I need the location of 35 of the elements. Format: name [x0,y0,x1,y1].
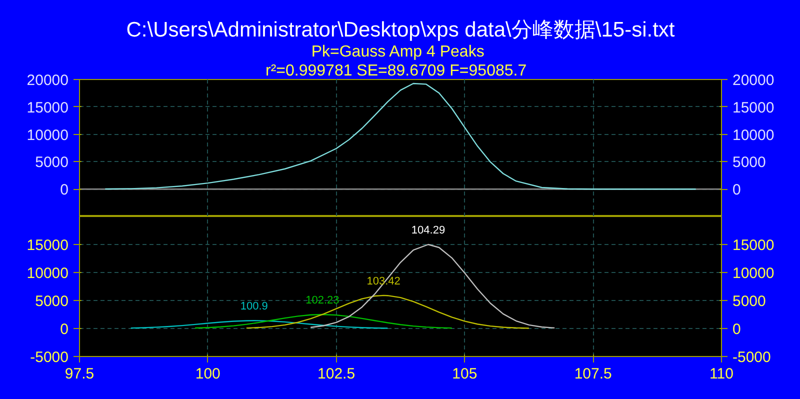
y-tick-label: 5000 [35,293,69,310]
x-tick-label: 110 [710,366,734,382]
annotation: 102.23 [306,294,340,306]
y-tick-label: 0 [60,321,68,338]
y2-tick-label: 15000 [732,99,774,116]
annotation: 100.9 [240,300,268,313]
x-tick-label: 97.5 [64,366,94,382]
y-tick-label: -5000 [30,349,69,366]
x-tick-label: 100 [195,366,220,382]
chart-title: C:\Users\Administrator\Desktop\xps data\分峰数据\15-si.txt [126,18,675,42]
y2-tick-label: 5000 [732,293,766,310]
annotation: 104.29 [411,224,446,236]
y-tick-label: 15000 [26,99,69,116]
y-tick-label: 10000 [26,126,69,144]
line-series [104,82,696,190]
y-tick-label: 0 [60,182,68,199]
y2-tick-label: 0 [732,321,741,338]
y2-tick-label: -5000 [732,349,771,366]
y2-tick-label: 20000 [732,72,774,89]
y2-tick-label: 0 [732,182,741,199]
y-tick-label: 10000 [26,265,69,282]
line-series [194,314,452,329]
chart-subtitle: Pk=Gauss Amp 4 Peaks [311,44,484,60]
line-series [130,320,388,329]
y2-tick-label: 10000 [732,265,774,282]
y-tick-label: 5000 [35,154,69,172]
x-tick-label: 105 [452,366,478,382]
y-tick-label: 15000 [26,237,69,254]
y2-tick-label: 10000 [732,126,774,144]
y2-tick-label: 15000 [732,237,774,254]
x-tick-label: 102.5 [318,366,356,382]
annotation: r²=0.999781 SE=89.6709 F=95085.7 [266,62,527,80]
y-tick-label: 20000 [26,72,69,89]
y2-tick-label: 5000 [732,154,766,172]
x-tick-label: 107.5 [574,366,612,382]
